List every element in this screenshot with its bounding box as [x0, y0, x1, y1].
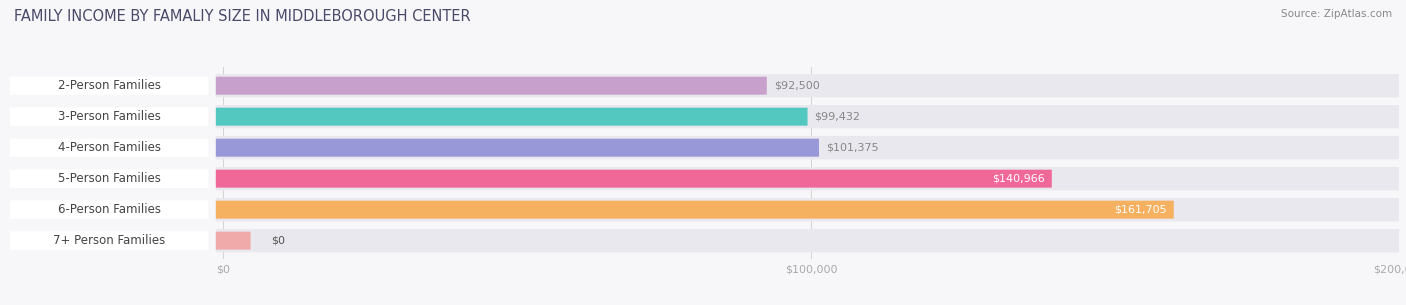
FancyBboxPatch shape	[217, 139, 818, 157]
FancyBboxPatch shape	[217, 201, 1174, 219]
FancyBboxPatch shape	[10, 169, 208, 188]
FancyBboxPatch shape	[217, 77, 766, 95]
FancyBboxPatch shape	[10, 138, 208, 157]
Text: 3-Person Families: 3-Person Families	[58, 110, 160, 123]
FancyBboxPatch shape	[217, 198, 1399, 221]
FancyBboxPatch shape	[217, 229, 1399, 252]
FancyBboxPatch shape	[217, 105, 1399, 128]
FancyBboxPatch shape	[10, 200, 208, 219]
FancyBboxPatch shape	[10, 231, 208, 250]
FancyBboxPatch shape	[10, 107, 208, 126]
Text: 2-Person Families: 2-Person Families	[58, 79, 160, 92]
FancyBboxPatch shape	[10, 76, 208, 95]
Text: 6-Person Families: 6-Person Families	[58, 203, 160, 216]
FancyBboxPatch shape	[217, 108, 807, 126]
Text: $101,375: $101,375	[825, 143, 879, 153]
Text: 5-Person Families: 5-Person Families	[58, 172, 160, 185]
FancyBboxPatch shape	[217, 74, 1399, 97]
Text: 4-Person Families: 4-Person Families	[58, 141, 160, 154]
Text: $0: $0	[271, 236, 285, 246]
FancyBboxPatch shape	[217, 167, 1399, 190]
Text: $99,432: $99,432	[814, 112, 860, 122]
Text: $140,966: $140,966	[993, 174, 1045, 184]
FancyBboxPatch shape	[217, 232, 250, 249]
Text: 7+ Person Families: 7+ Person Families	[53, 234, 165, 247]
FancyBboxPatch shape	[217, 170, 1052, 188]
Text: FAMILY INCOME BY FAMALIY SIZE IN MIDDLEBOROUGH CENTER: FAMILY INCOME BY FAMALIY SIZE IN MIDDLEB…	[14, 9, 471, 24]
Text: Source: ZipAtlas.com: Source: ZipAtlas.com	[1281, 9, 1392, 19]
Text: $161,705: $161,705	[1114, 205, 1167, 215]
Text: $92,500: $92,500	[773, 81, 820, 91]
FancyBboxPatch shape	[217, 136, 1399, 159]
